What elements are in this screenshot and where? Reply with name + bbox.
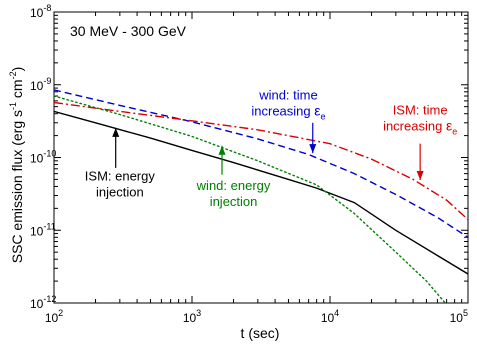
y-tick-label-base: 10: [30, 224, 44, 238]
x-tick-label: 105: [450, 308, 468, 325]
annotation-arrow-head: [416, 171, 424, 181]
y-axis-title-part3: ): [9, 67, 25, 72]
x-tick-label-exp: 3: [196, 308, 201, 318]
y-tick-label: 10-10: [30, 149, 56, 166]
annotation-ism-time: ISM: time increasing εe: [383, 103, 457, 137]
annotation-subscript: e: [452, 127, 457, 137]
annotation-wind-time: wind: time increasing εe: [251, 87, 325, 121]
annotation-wind-energy: wind: energy injection: [196, 178, 271, 209]
y-tick-label: 10-9: [30, 76, 51, 93]
x-tick-label: 102: [45, 308, 63, 325]
annotation-subscript: e: [321, 111, 326, 121]
annotation-arrow-head: [112, 127, 120, 137]
series-line-wind-energy-injection: [54, 95, 447, 303]
tick-marks: [53, 11, 469, 304]
x-tick-label: 103: [183, 308, 201, 325]
annotation-line: wind: time: [258, 87, 318, 102]
annotation-arrow-head: [218, 145, 226, 155]
y-tick-label-exp: -9: [43, 76, 51, 86]
x-tick-label-exp: 4: [334, 308, 339, 318]
y-axis-title-sup1: -1: [8, 102, 18, 110]
annotation-line: increasing: [251, 103, 314, 118]
y-tick-label: 10-8: [30, 3, 51, 20]
y-tick-label-exp: -12: [43, 294, 56, 304]
annotations: wind: time increasing εe ISM: time increasi…: [85, 87, 457, 208]
y-tick-label: 10-11: [30, 221, 56, 238]
series-line-ism-energy-injection: [54, 110, 468, 275]
x-axis-title: t (sec): [241, 325, 280, 341]
y-axis-title-part2: cm: [9, 79, 25, 102]
y-tick-label-exp: -8: [43, 3, 51, 13]
annotation-symbol: ε: [314, 102, 320, 118]
series-line-ism-time-increasing: [54, 101, 468, 221]
annotation-line: ISM: energy: [85, 169, 156, 184]
annotation-ism-energy: ISM: energy injection: [85, 169, 156, 200]
series-lines: [54, 89, 468, 303]
y-tick-label-base: 10: [30, 297, 44, 311]
x-tick-label-base: 10: [45, 311, 59, 325]
y-tick-label-base: 10: [30, 6, 44, 20]
annotation-line: ISM: time: [393, 103, 448, 118]
annotation-line: injection: [96, 185, 144, 200]
x-tick-label-base: 10: [321, 311, 335, 325]
y-tick-label: 10-12: [30, 294, 56, 311]
y-axis-title: SSC emission flux (erg s-1 cm-2): [8, 67, 25, 264]
x-tick-label-exp: 2: [58, 308, 63, 318]
x-tick-label-base: 10: [183, 311, 197, 325]
x-tick-label-base: 10: [450, 311, 464, 325]
y-tick-label-exp: -10: [43, 149, 56, 159]
x-tick-label: 104: [321, 308, 339, 325]
x-tick-label-exp: 5: [463, 308, 468, 318]
y-axis-title-part1: SSC emission flux (erg s: [9, 110, 25, 263]
y-tick-label-base: 10: [30, 79, 44, 93]
series-line-wind-time-increasing: [54, 89, 468, 238]
chart-title: 30 MeV - 300 GeV: [70, 23, 187, 39]
y-tick-label-exp: -11: [43, 221, 55, 231]
y-axis-title-sup2: -2: [8, 71, 18, 79]
annotation-arrow-head: [309, 144, 317, 154]
y-tick-label-base: 10: [30, 152, 44, 166]
annotation-line: injection: [210, 194, 258, 209]
annotation-symbol: ε: [446, 118, 452, 134]
annotation-line: increasing: [383, 119, 446, 134]
annotation-line: wind: energy: [196, 178, 271, 193]
